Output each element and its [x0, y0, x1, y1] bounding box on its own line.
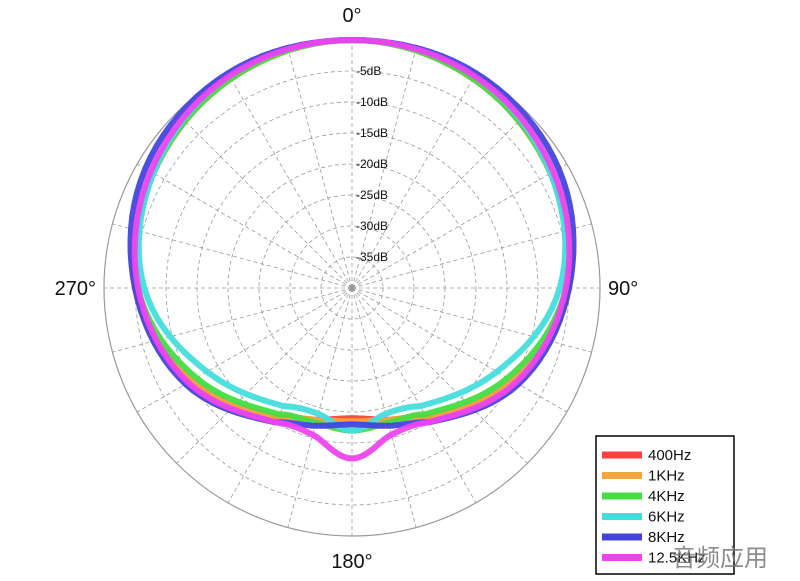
grid-spoke: [351, 48, 417, 289]
grid-ring: [289, 225, 415, 351]
radial-tick-label: -25dB: [356, 188, 388, 202]
legend: 400Hz 1KHz 4KHz 6KHz 8KHz 12.5KHz: [595, 435, 735, 575]
grid-spoke: [351, 287, 477, 503]
radial-tick-label: -15dB: [356, 126, 388, 140]
radial-tick-label: -20dB: [356, 157, 388, 171]
grid-spoke: [137, 163, 353, 289]
series-lines: [127, 37, 577, 462]
angle-label: 180°: [331, 551, 372, 573]
grid-spoke: [351, 287, 417, 528]
grid-spoke: [351, 112, 528, 289]
grid-spoke: [112, 223, 353, 289]
grid-spoke: [351, 223, 592, 289]
angle-label: 0°: [342, 5, 361, 27]
grid-spoke: [176, 287, 353, 464]
angle-label: 270°: [55, 278, 96, 300]
series-line-6khz: [135, 37, 569, 434]
legend-label: 1KHz: [648, 468, 685, 485]
legend-label: 400Hz: [648, 447, 691, 464]
grid-spoke: [351, 73, 477, 289]
grid-spoke: [351, 287, 528, 464]
legend-label: 6KHz: [648, 509, 685, 526]
series-line-12-5khz: [131, 37, 573, 462]
radial-tick-label: -10dB: [356, 95, 388, 109]
legend-label: 4KHz: [648, 488, 685, 505]
series-line-8khz: [127, 37, 577, 429]
grid-spoke: [137, 287, 353, 413]
legend-label: 12.5KHz: [648, 550, 706, 567]
radial-tick-labels: -5dB -10dB -15dB -20dB -25dB -30dB -35dB: [356, 64, 388, 264]
radial-tick-label: -5dB: [356, 64, 381, 78]
grid-spoke: [351, 163, 567, 289]
grid-spoke: [351, 287, 567, 413]
grid-spoke: [227, 287, 353, 503]
grid-ring: [227, 163, 477, 413]
angle-label: 90°: [608, 278, 638, 300]
watermark-text: 音频应用: [672, 544, 768, 572]
grid-spoke: [227, 73, 353, 289]
grid-spoke: [176, 112, 353, 289]
grid-spoke: [287, 287, 353, 528]
legend-label: 8KHz: [648, 529, 685, 546]
legend-box: [595, 435, 735, 575]
radial-tick-label: -35dB: [356, 250, 388, 264]
radial-tick-label: -30dB: [356, 219, 388, 233]
angle-labels: 0° 90° 180° 270°: [55, 5, 639, 573]
grid-spoke: [287, 48, 353, 289]
